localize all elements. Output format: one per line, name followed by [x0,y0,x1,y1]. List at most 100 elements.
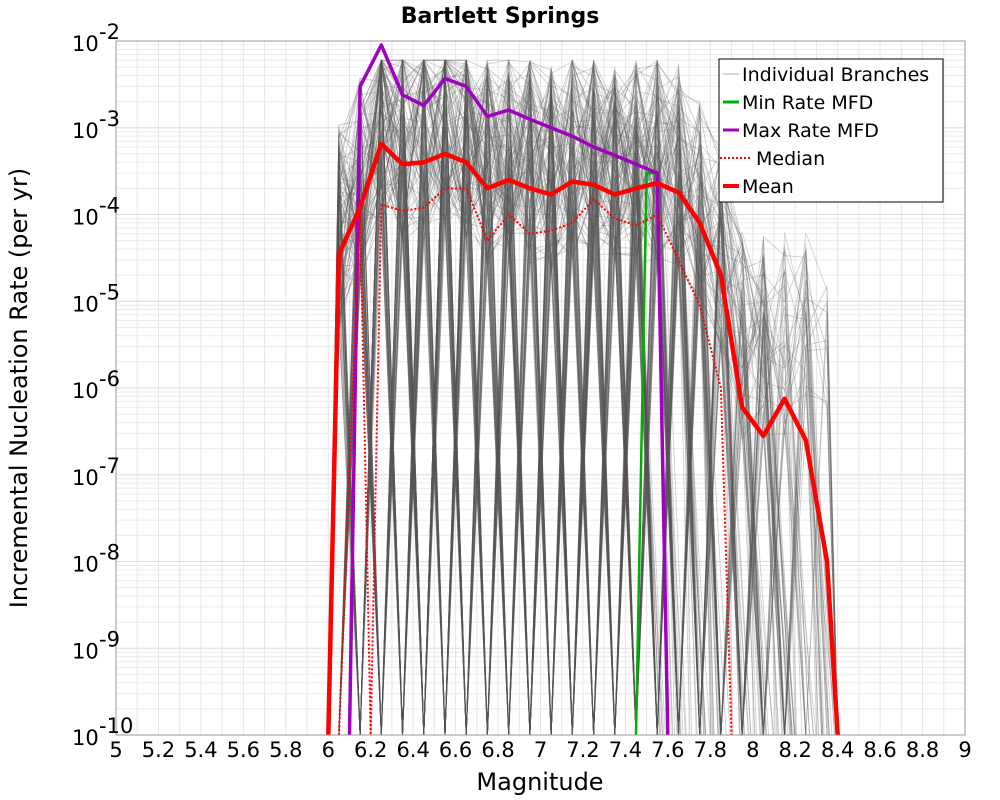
branch-line [327,76,661,736]
x-tick-label: 5 [109,738,122,762]
branch-line [327,59,699,736]
branch-line [327,60,839,736]
x-tick-label: 5.2 [142,738,175,762]
branch-line [327,60,765,736]
x-tick-label: 6.4 [396,738,429,762]
branch-line [328,60,807,736]
branch-line [328,60,721,736]
y-tick-base: 10 [72,639,99,663]
branch-line [327,60,715,736]
x-tick-label: 8.2 [778,738,811,762]
branch-line [327,60,707,736]
branch-line [327,60,672,736]
branch-line [327,58,839,736]
branch-line [327,73,787,736]
branch-line [328,59,839,736]
y-tick-exponent: -2 [99,20,120,44]
branch-line [327,60,814,736]
branch-line [328,58,838,736]
branch-line [327,59,674,736]
branch-line [327,84,703,736]
branch-line [327,103,730,736]
y-tick-exponent: -3 [99,107,120,131]
branch-line [327,72,816,736]
x-tick-label: 6.6 [439,738,472,762]
branch-line [328,59,819,736]
branch-line [327,59,711,736]
branch-line [327,91,792,736]
branch-line [327,60,752,736]
branch-line [327,59,731,736]
branch-line [327,70,719,736]
branch-line [327,60,766,736]
y-tick-label: 10 -6 [72,367,120,403]
branch-line [327,60,747,736]
branch-line [327,72,686,736]
branch-line [327,64,687,736]
legend-box [718,58,944,203]
branch-line [328,60,678,736]
branch-line [327,59,682,736]
branch-line [328,59,727,736]
x-tick-label: 8.4 [821,738,854,762]
branch-line [327,60,839,736]
branch-line [327,111,682,736]
chart-title: Bartlett Springs [401,4,600,29]
legend-label: Individual Branches [742,64,929,86]
y-tick-base: 10 [72,206,99,230]
y-tick-label: 10 -7 [72,454,120,490]
branch-line [328,60,713,736]
branch-line [327,60,839,736]
x-tick-label: 9 [958,738,971,762]
y-tick-base: 10 [72,379,99,403]
x-tick-label: 7.2 [566,738,599,762]
branch-line [327,60,712,736]
y-tick-base: 10 [72,466,99,490]
x-tick-label: 7.4 [609,738,642,762]
x-tick-label: 5.4 [184,738,217,762]
x-tick-label: 7.6 [651,738,684,762]
branch-line [328,74,741,736]
branch-line [327,75,824,736]
y-tick-exponent: -5 [99,280,120,304]
y-tick-exponent: -4 [99,194,120,218]
branch-line [327,59,679,736]
y-tick-label: 10 -9 [72,627,120,663]
y-axis-title: Incremental Nucleation Rate (per yr) [5,168,33,608]
y-tick-exponent: -8 [99,541,120,565]
legend-label: Median [756,148,825,170]
branch-line [327,59,662,736]
branch-line [328,60,757,736]
y-tick-base: 10 [72,726,99,750]
branch-line [328,60,680,736]
branch-line [328,73,783,736]
x-tick-label: 7.8 [694,738,727,762]
y-tick-base: 10 [72,553,99,577]
branch-line [327,66,838,736]
branch-line [328,62,724,736]
branch-line [327,60,755,736]
x-tick-label: 8 [746,738,759,762]
branch-line [327,60,714,736]
legend-label: Max Rate MFD [742,120,879,142]
branch-line [327,60,776,736]
series-median [337,187,733,736]
branch-line [327,60,667,736]
x-tick-label: 6 [322,738,335,762]
x-axis-ticks: 5 5.2 5.4 5.6 5.8 6 6.2 6.4 6.6 6.8 7 7.2 7.4 7.6 7.8 8… [109,738,971,762]
branch-line [327,59,837,736]
branch-line [327,76,763,736]
x-tick-label: 6.2 [354,738,387,762]
y-tick-label: 10 -5 [72,280,120,316]
series-mean [326,141,840,736]
branch-line [327,60,741,736]
branch-line [327,59,765,736]
branch-line [328,58,740,736]
x-tick-label: 8.8 [906,738,939,762]
branch-line [327,73,839,736]
legend-label: Mean [742,176,794,198]
branch-line [328,60,749,736]
y-tick-base: 10 [72,32,99,56]
